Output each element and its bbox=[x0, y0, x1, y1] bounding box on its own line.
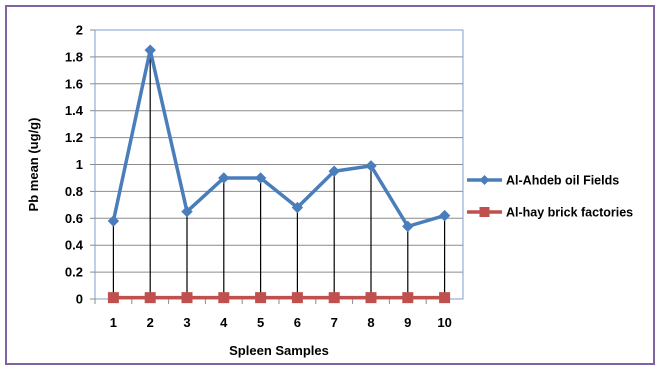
x-tick-label-7: 8 bbox=[367, 315, 374, 330]
legend-item-al-hay: Al-hay brick factories bbox=[467, 206, 633, 220]
y-tick-label-5: 1 bbox=[76, 157, 83, 172]
x-tick-label-0: 1 bbox=[110, 315, 117, 330]
y-tick-label-4: 0.8 bbox=[65, 184, 83, 199]
legend-marker-al-ahdeb bbox=[479, 175, 490, 185]
y-tick-label-7: 1.4 bbox=[65, 103, 84, 118]
point-al-ahdeb-8 bbox=[365, 160, 377, 172]
gridlines bbox=[95, 56, 463, 273]
point-al-hay-7 bbox=[328, 292, 340, 304]
x-tick-label-9: 10 bbox=[437, 315, 451, 330]
point-al-hay-2 bbox=[144, 292, 156, 304]
legend-item-al-ahdeb: Al-Ahdeb oil Fields bbox=[467, 174, 619, 188]
x-tick-label-1: 2 bbox=[147, 315, 154, 330]
drop-lines bbox=[112, 50, 446, 299]
point-al-hay-9 bbox=[402, 292, 414, 304]
point-al-hay-8 bbox=[365, 292, 377, 304]
point-al-ahdeb-6 bbox=[291, 201, 304, 214]
series-line-al-ahdeb bbox=[111, 48, 446, 229]
x-tick-label-8: 9 bbox=[404, 315, 411, 330]
point-al-hay-1 bbox=[107, 292, 119, 304]
point-al-ahdeb-2 bbox=[144, 44, 156, 56]
x-tick-label-2: 3 bbox=[183, 315, 190, 330]
point-al-ahdeb-9 bbox=[402, 220, 414, 233]
y-tick-label-10: 2 bbox=[76, 23, 83, 38]
point-al-ahdeb-4 bbox=[218, 172, 230, 184]
y-tick-label-2: 0.4 bbox=[65, 238, 84, 253]
point-al-ahdeb-1 bbox=[107, 215, 120, 227]
legend: Al-Ahdeb oil Fields Al-hay brick factori… bbox=[467, 174, 633, 220]
y-tick-label-0: 0 bbox=[76, 292, 83, 307]
x-tick-label-5: 6 bbox=[294, 315, 301, 330]
x-tick-label-6: 7 bbox=[331, 315, 338, 330]
legend-label-al-ahdeb: Al-Ahdeb oil Fields bbox=[506, 174, 619, 188]
point-al-ahdeb-10 bbox=[438, 209, 451, 222]
point-al-hay-4 bbox=[218, 292, 230, 304]
y-tick-label-6: 1.2 bbox=[65, 130, 83, 145]
chart-frame bbox=[5, 5, 655, 365]
series-layer bbox=[107, 44, 451, 304]
y-tick-label-9: 1.8 bbox=[65, 49, 83, 64]
y-tick-label-3: 0.6 bbox=[65, 211, 83, 226]
y-tick-label-1: 0.2 bbox=[65, 265, 83, 280]
legend-label-al-hay: Al-hay brick factories bbox=[506, 206, 633, 220]
x-axis-ticks: 1 2 3 4 5 6 7 8 9 10 bbox=[94, 299, 452, 330]
x-tick-label-4: 5 bbox=[257, 315, 264, 330]
point-al-ahdeb-5 bbox=[254, 172, 267, 184]
y-axis-ticks: 0 0.2 0.4 0.6 0.8 1 1.2 1.4 1.6 1.8 2 bbox=[65, 23, 95, 307]
legend-marker-al-hay bbox=[479, 207, 490, 217]
point-al-hay-5 bbox=[255, 292, 267, 304]
point-al-hay-3 bbox=[181, 292, 193, 304]
y-axis-title: Pb mean (ug/g) bbox=[26, 118, 41, 212]
x-tick-label-3: 4 bbox=[220, 315, 228, 330]
point-al-hay-6 bbox=[291, 292, 303, 304]
x-axis-title: Spleen Samples bbox=[229, 343, 329, 358]
point-al-ahdeb-7 bbox=[328, 165, 340, 177]
point-al-ahdeb-3 bbox=[181, 205, 193, 218]
point-al-hay-10 bbox=[439, 292, 451, 304]
y-tick-label-8: 1.6 bbox=[65, 76, 83, 91]
